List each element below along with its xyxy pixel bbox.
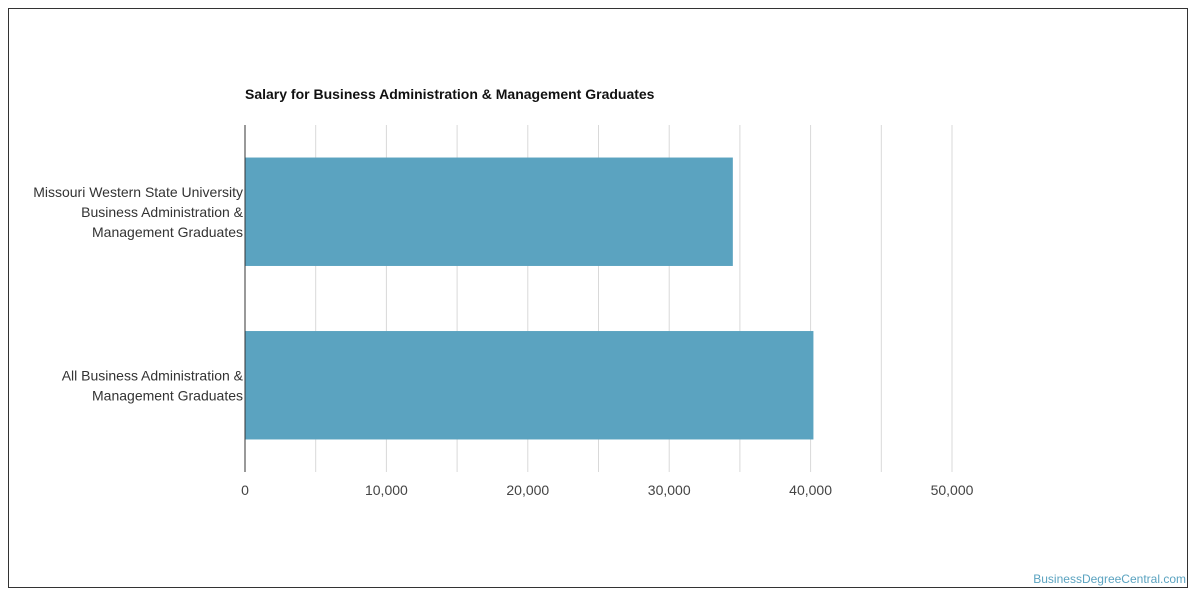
category-label-line: Missouri Western State University	[33, 184, 243, 200]
x-tick-labels: 0 10,000 20,000 30,000 40,000 50,000	[241, 482, 974, 498]
category-label-line: Management Graduates	[92, 387, 243, 403]
x-tick-label: 50,000	[931, 482, 974, 498]
category-label-line: Management Graduates	[92, 224, 243, 240]
x-tick-label: 30,000	[648, 482, 691, 498]
bar-0	[245, 157, 733, 266]
category-label-line: All Business Administration &	[62, 367, 244, 383]
x-tick-label: 40,000	[789, 482, 832, 498]
bar-1	[245, 331, 814, 440]
category-label-1: All Business Administration & Management …	[62, 367, 244, 403]
category-label-line: Business Administration &	[81, 204, 244, 220]
x-tick-label: 20,000	[506, 482, 549, 498]
x-tick-label: 0	[241, 482, 249, 498]
category-label-0: Missouri Western State University Busines…	[33, 184, 243, 240]
watermark-text: BusinessDegreeCentral.com	[1033, 572, 1186, 586]
x-tick-label: 10,000	[365, 482, 408, 498]
chart-title: Salary for Business Administration & Man…	[245, 86, 655, 102]
bars	[245, 157, 814, 440]
category-labels: Missouri Western State University Busines…	[33, 184, 243, 404]
